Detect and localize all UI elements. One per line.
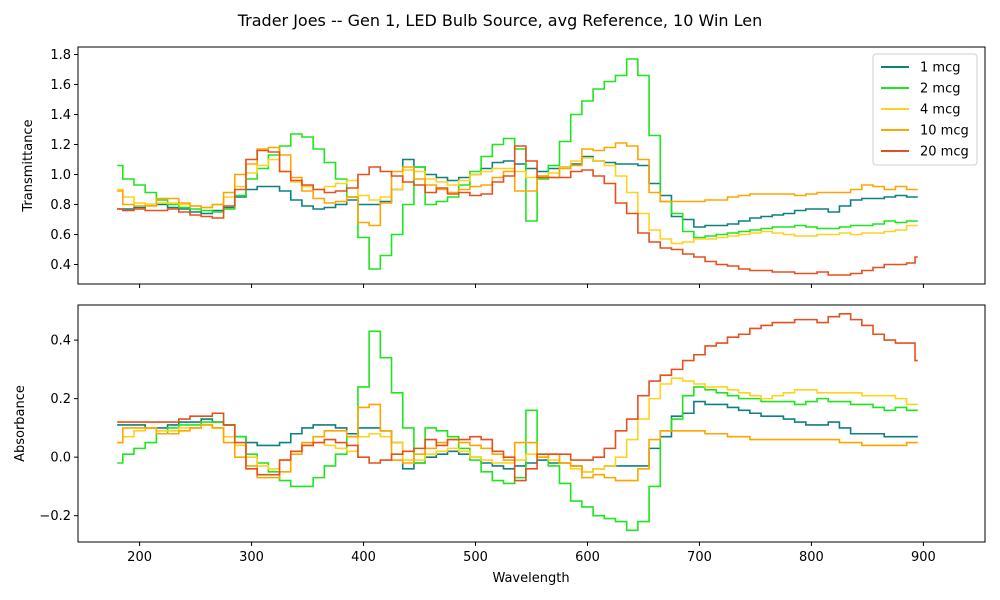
y-tick-label: 0.6 xyxy=(50,228,71,243)
x-tick-label: 600 xyxy=(575,550,600,565)
y-tick-label: 1.4 xyxy=(50,108,71,123)
x-tick-label: 200 xyxy=(127,550,152,565)
absorbance-panel: −0.2 0.0 0.2 0.4 200 300 400 500 600 700 800 900 Ab… xyxy=(13,304,986,565)
absorbance-plot-frame xyxy=(77,304,986,543)
x-tick-label: 800 xyxy=(799,550,824,565)
x-tick-label: 400 xyxy=(351,550,376,565)
chart-title: Trader Joes -- Gen 1, LED Bulb Source, a… xyxy=(237,11,763,30)
legend-entry-label: 4 mcg xyxy=(920,103,960,118)
legend-entry-label: 10 mcg xyxy=(920,124,969,139)
y-tick-label: 1.8 xyxy=(50,48,71,63)
x-axis-label: Wavelength xyxy=(492,571,569,586)
transmittance-plot-frame xyxy=(77,46,986,285)
series-line-2-mcg xyxy=(117,330,918,532)
series-line-10-mcg xyxy=(117,142,918,227)
series-line-20-mcg xyxy=(117,312,918,482)
y-tick-label: 0.2 xyxy=(50,392,71,407)
series-line-20-mcg xyxy=(117,145,918,276)
y-tick-label: −0.2 xyxy=(39,509,71,524)
y-tick-label: 1.2 xyxy=(50,138,71,153)
y-tick-label: 0.0 xyxy=(50,451,71,466)
y-tick-label: 0.4 xyxy=(50,334,71,349)
series-line-4-mcg xyxy=(117,377,918,473)
y-tick-label: 0.4 xyxy=(50,258,71,273)
absorbance-y-axis-label: Absorbance xyxy=(13,385,28,462)
x-tick-label: 300 xyxy=(239,550,264,565)
x-tick-label: 900 xyxy=(911,550,936,565)
transmittance-y-axis-label: Transmittance xyxy=(21,119,36,212)
transmittance-series-lines xyxy=(117,58,918,276)
legend-box xyxy=(872,53,978,166)
y-tick-label: 1.6 xyxy=(50,78,71,93)
series-line-4-mcg xyxy=(117,157,918,245)
transmittance-panel: 0.4 0.6 0.8 1.0 1.2 1.4 1.6 1.8 Transmittance 1… xyxy=(21,46,986,288)
legend-entry-label: 20 mcg xyxy=(920,145,969,160)
absorbance-series-lines xyxy=(117,312,918,532)
y-tick-label: 1.0 xyxy=(50,168,71,183)
x-tick-label: 700 xyxy=(687,550,712,565)
series-line-1-mcg xyxy=(117,400,918,473)
y-tick-label: 0.8 xyxy=(50,198,71,213)
legend: 1 mcg 2 mcg 4 mcg 10 mcg 20 mcg xyxy=(872,53,978,166)
absorbance-ticks: −0.2 0.0 0.2 0.4 200 300 400 500 600 700 800 900 xyxy=(39,334,935,565)
legend-entry-label: 2 mcg xyxy=(920,82,960,97)
transmittance-ticks: 0.4 0.6 0.8 1.0 1.2 1.4 1.6 1.8 xyxy=(50,48,924,288)
legend-entry-label: 1 mcg xyxy=(920,61,960,76)
x-tick-label: 500 xyxy=(463,550,488,565)
